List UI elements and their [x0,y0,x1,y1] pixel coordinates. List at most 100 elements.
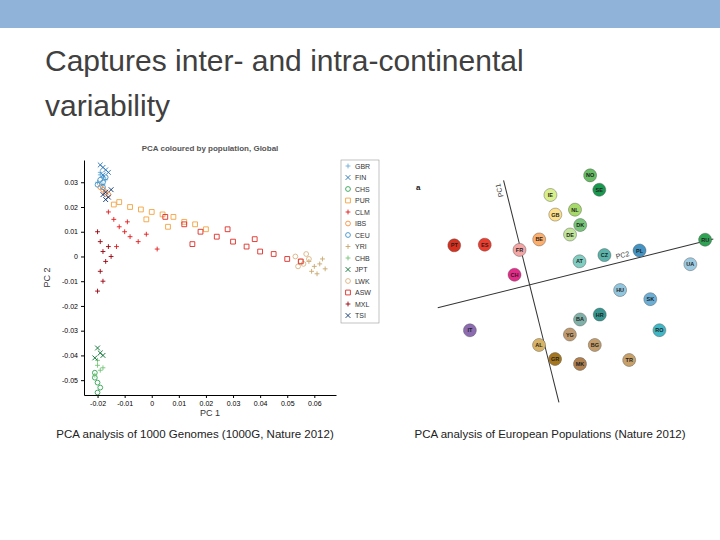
point [543,187,559,203]
x-tick-label: 0.01 [173,400,187,407]
point [171,214,176,219]
point [309,269,314,274]
point-label: BA [576,316,584,322]
point [95,346,100,351]
point [597,247,613,263]
legend-label: PUR [355,197,370,204]
point-label: PT [451,242,459,248]
point [507,267,523,283]
point [103,175,108,180]
legend-label: TSI [355,312,366,319]
point-label: TR [626,357,633,363]
point [95,289,100,294]
point [271,252,276,257]
series-pur [111,200,208,232]
point [547,351,563,367]
legend-marker [346,221,351,226]
point [293,254,298,259]
point [193,222,198,227]
point [323,266,328,271]
legend-marker [346,313,351,318]
point [312,264,317,269]
x-tick-label: 0.04 [254,400,268,407]
point [101,365,106,370]
point [101,185,106,190]
point [231,239,236,244]
y-tick-mark [81,380,84,381]
x-tick-mark [206,395,207,398]
point [98,385,103,390]
point [562,327,578,343]
point [446,237,462,253]
y-tick-label: 0.02 [64,204,78,211]
y-tick-label: 0.03 [64,179,78,186]
x-tick-mark [125,395,126,398]
legend-marker [346,256,351,261]
point [307,257,312,262]
x-tick-mark [287,395,288,398]
point [114,244,119,249]
point-label: RO [655,327,664,333]
series-chs [92,370,102,395]
point-label: GB [551,212,559,218]
x-tick: 0.06 [308,395,322,407]
point-label: GR [551,356,559,362]
series-ceu [95,175,108,190]
legend-marker [346,187,351,192]
point [592,307,608,323]
x-tick: 0.02 [200,395,214,407]
y-tick-label: -0.04 [62,352,78,359]
point [304,252,309,257]
panel-label: a [416,183,421,192]
point [642,291,658,307]
point [95,363,100,368]
point [128,205,133,210]
x-axis-line [85,395,337,396]
point [572,312,588,328]
legend: GBRFINCHSPURCLMIBSCEUYRICHBJPTLWKASWMXLT… [341,160,379,323]
legend-label: FIN [355,174,366,181]
legend-box [341,160,379,323]
points [433,144,720,403]
point [244,244,249,249]
point [98,269,103,274]
point [106,170,111,175]
x-tick: -0.02 [90,395,106,407]
series-mxl [95,229,113,293]
point [122,229,127,234]
y-tick-mark [81,232,84,233]
legend-label: MXL [355,301,370,308]
y-tick-mark [81,207,84,208]
point [252,237,257,242]
point [285,257,290,262]
legend-label: CEU [355,232,370,239]
x-tick-mark [233,395,234,398]
x-tick-label: 0.03 [227,400,241,407]
point [111,217,116,222]
point [225,227,230,232]
legend-label: CLM [355,209,370,216]
y-tick: -0.04 [62,352,84,359]
y-tick: 0.02 [64,204,84,211]
point [582,167,598,183]
y-axis-title: PC1 [494,183,504,198]
point [149,210,154,215]
y-axis: -0.05-0.04-0.03-0.02-0.0100.010.020.03 [62,161,84,396]
point-label: SE [596,187,604,193]
x-tick: 0.05 [281,395,295,407]
point [103,197,108,202]
series-lwk [293,252,311,269]
caption: PCA analysis of European Populations (Na… [414,428,685,440]
series-clm [106,210,160,252]
y-tick: 0.03 [64,179,84,186]
legend-label: GBR [355,163,370,170]
point [101,249,106,254]
slide-title: Captures inter- and intra-continental va… [45,38,635,128]
x-tick-mark [152,395,153,398]
point [139,207,144,212]
y-tick-label: -0.01 [62,278,78,285]
point [103,259,108,264]
point [531,337,547,353]
point [621,352,637,368]
point [317,261,322,266]
